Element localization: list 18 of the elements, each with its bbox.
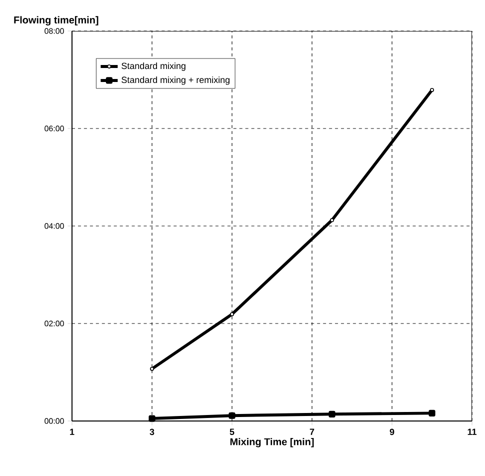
x-tick-label: 7 — [310, 428, 314, 435]
x-tick-label: 9 — [390, 428, 394, 436]
x-tick-label: 5 — [230, 428, 234, 436]
point — [228, 412, 236, 419]
point — [150, 366, 154, 371]
point — [428, 410, 436, 416]
point — [330, 218, 334, 222]
point — [430, 88, 434, 92]
point — [328, 410, 336, 418]
x-axis-title: Mixing Time [min] — [230, 438, 314, 448]
x-tick-label: 11 — [468, 428, 476, 435]
legend-label: Standard mixing + remixing — [122, 76, 230, 85]
x-tick-label: 1 — [70, 428, 74, 435]
legend-label: Standard mixing — [122, 62, 186, 71]
x-tick-label: 3 — [150, 428, 154, 436]
point — [148, 415, 156, 422]
y-axis-title: Flowing time[min] — [14, 16, 98, 26]
point — [230, 312, 234, 316]
